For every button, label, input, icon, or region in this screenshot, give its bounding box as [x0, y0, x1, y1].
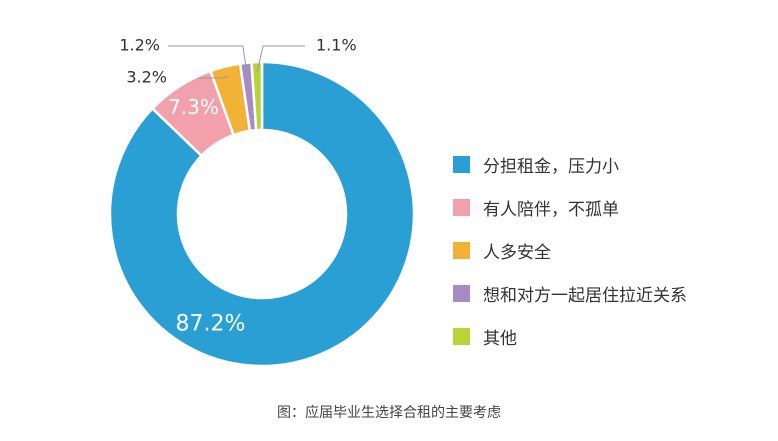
leader-line-safety — [198, 75, 228, 79]
chart-caption: 图：应届毕业生选择合租的主要考虑 — [277, 405, 501, 421]
data-label-safety: 3.2% — [126, 68, 167, 87]
leader-line-other — [256, 45, 305, 73]
legend-label: 其他 — [483, 329, 517, 349]
legend: 分担租金，压力小 有人陪伴，不孤单 人多安全 想和对方一起居住拉近关系 其他 — [453, 150, 687, 365]
legend-item-share-rent: 分担租金，压力小 — [453, 150, 687, 179]
legend-item-safety: 人多安全 — [453, 236, 687, 265]
legend-swatch — [453, 156, 470, 173]
legend-label: 想和对方一起居住拉近关系 — [483, 286, 687, 306]
legend-label: 分担租金，压力小 — [483, 157, 619, 177]
legend-swatch — [453, 242, 470, 259]
legend-swatch — [453, 328, 470, 345]
legend-label: 人多安全 — [483, 243, 551, 263]
data-label-relationship: 1.2% — [119, 36, 160, 55]
legend-item-relationship: 想和对方一起居住拉近关系 — [453, 279, 687, 308]
legend-item-companionship: 有人陪伴，不孤单 — [453, 193, 687, 222]
leader-line-relationship — [168, 45, 248, 73]
legend-label: 有人陪伴，不孤单 — [483, 200, 619, 220]
legend-swatch — [453, 285, 470, 302]
data-label-other: 1.1% — [316, 36, 357, 55]
legend-item-other: 其他 — [453, 322, 687, 351]
slice-share-rent — [108, 60, 416, 368]
legend-swatch — [453, 199, 470, 216]
data-label-share-rent: 87.2% — [175, 312, 245, 337]
slice-other — [250, 60, 264, 132]
data-label-companionship: 7.3% — [168, 95, 219, 119]
